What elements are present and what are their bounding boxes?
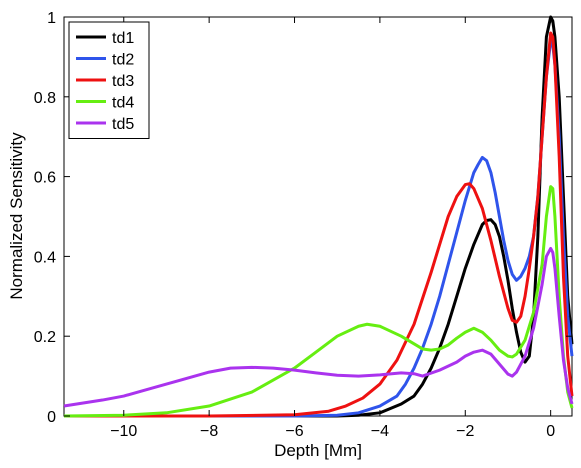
y-tick-label: 1 xyxy=(47,10,56,27)
legend-label-td3: td3 xyxy=(112,73,134,90)
legend: td1 td2 td3 td4 td5 xyxy=(69,22,149,139)
y-tick-label: 0 xyxy=(47,409,56,426)
legend-label-td2: td2 xyxy=(112,52,134,69)
x-tick-label: −8 xyxy=(200,423,218,440)
y-tick-label: 0.8 xyxy=(34,90,56,107)
y-tick-label: 0.2 xyxy=(34,329,56,346)
legend-label-td1: td1 xyxy=(112,30,134,47)
x-tick-label: −10 xyxy=(110,423,137,440)
y-axis-label: Normalized Sensitivity xyxy=(7,132,26,300)
y-tick-label: 0.4 xyxy=(34,249,56,266)
legend-label-td4: td4 xyxy=(112,95,134,112)
legend-label-td5: td5 xyxy=(112,116,134,133)
x-tick-label: −4 xyxy=(371,423,389,440)
y-tick-label: 0.6 xyxy=(34,170,56,187)
x-tick-label: −6 xyxy=(285,423,303,440)
x-tick-label: 0 xyxy=(546,423,555,440)
x-tick-label: −2 xyxy=(456,423,474,440)
x-axis-label: Depth [Mm] xyxy=(274,441,362,460)
